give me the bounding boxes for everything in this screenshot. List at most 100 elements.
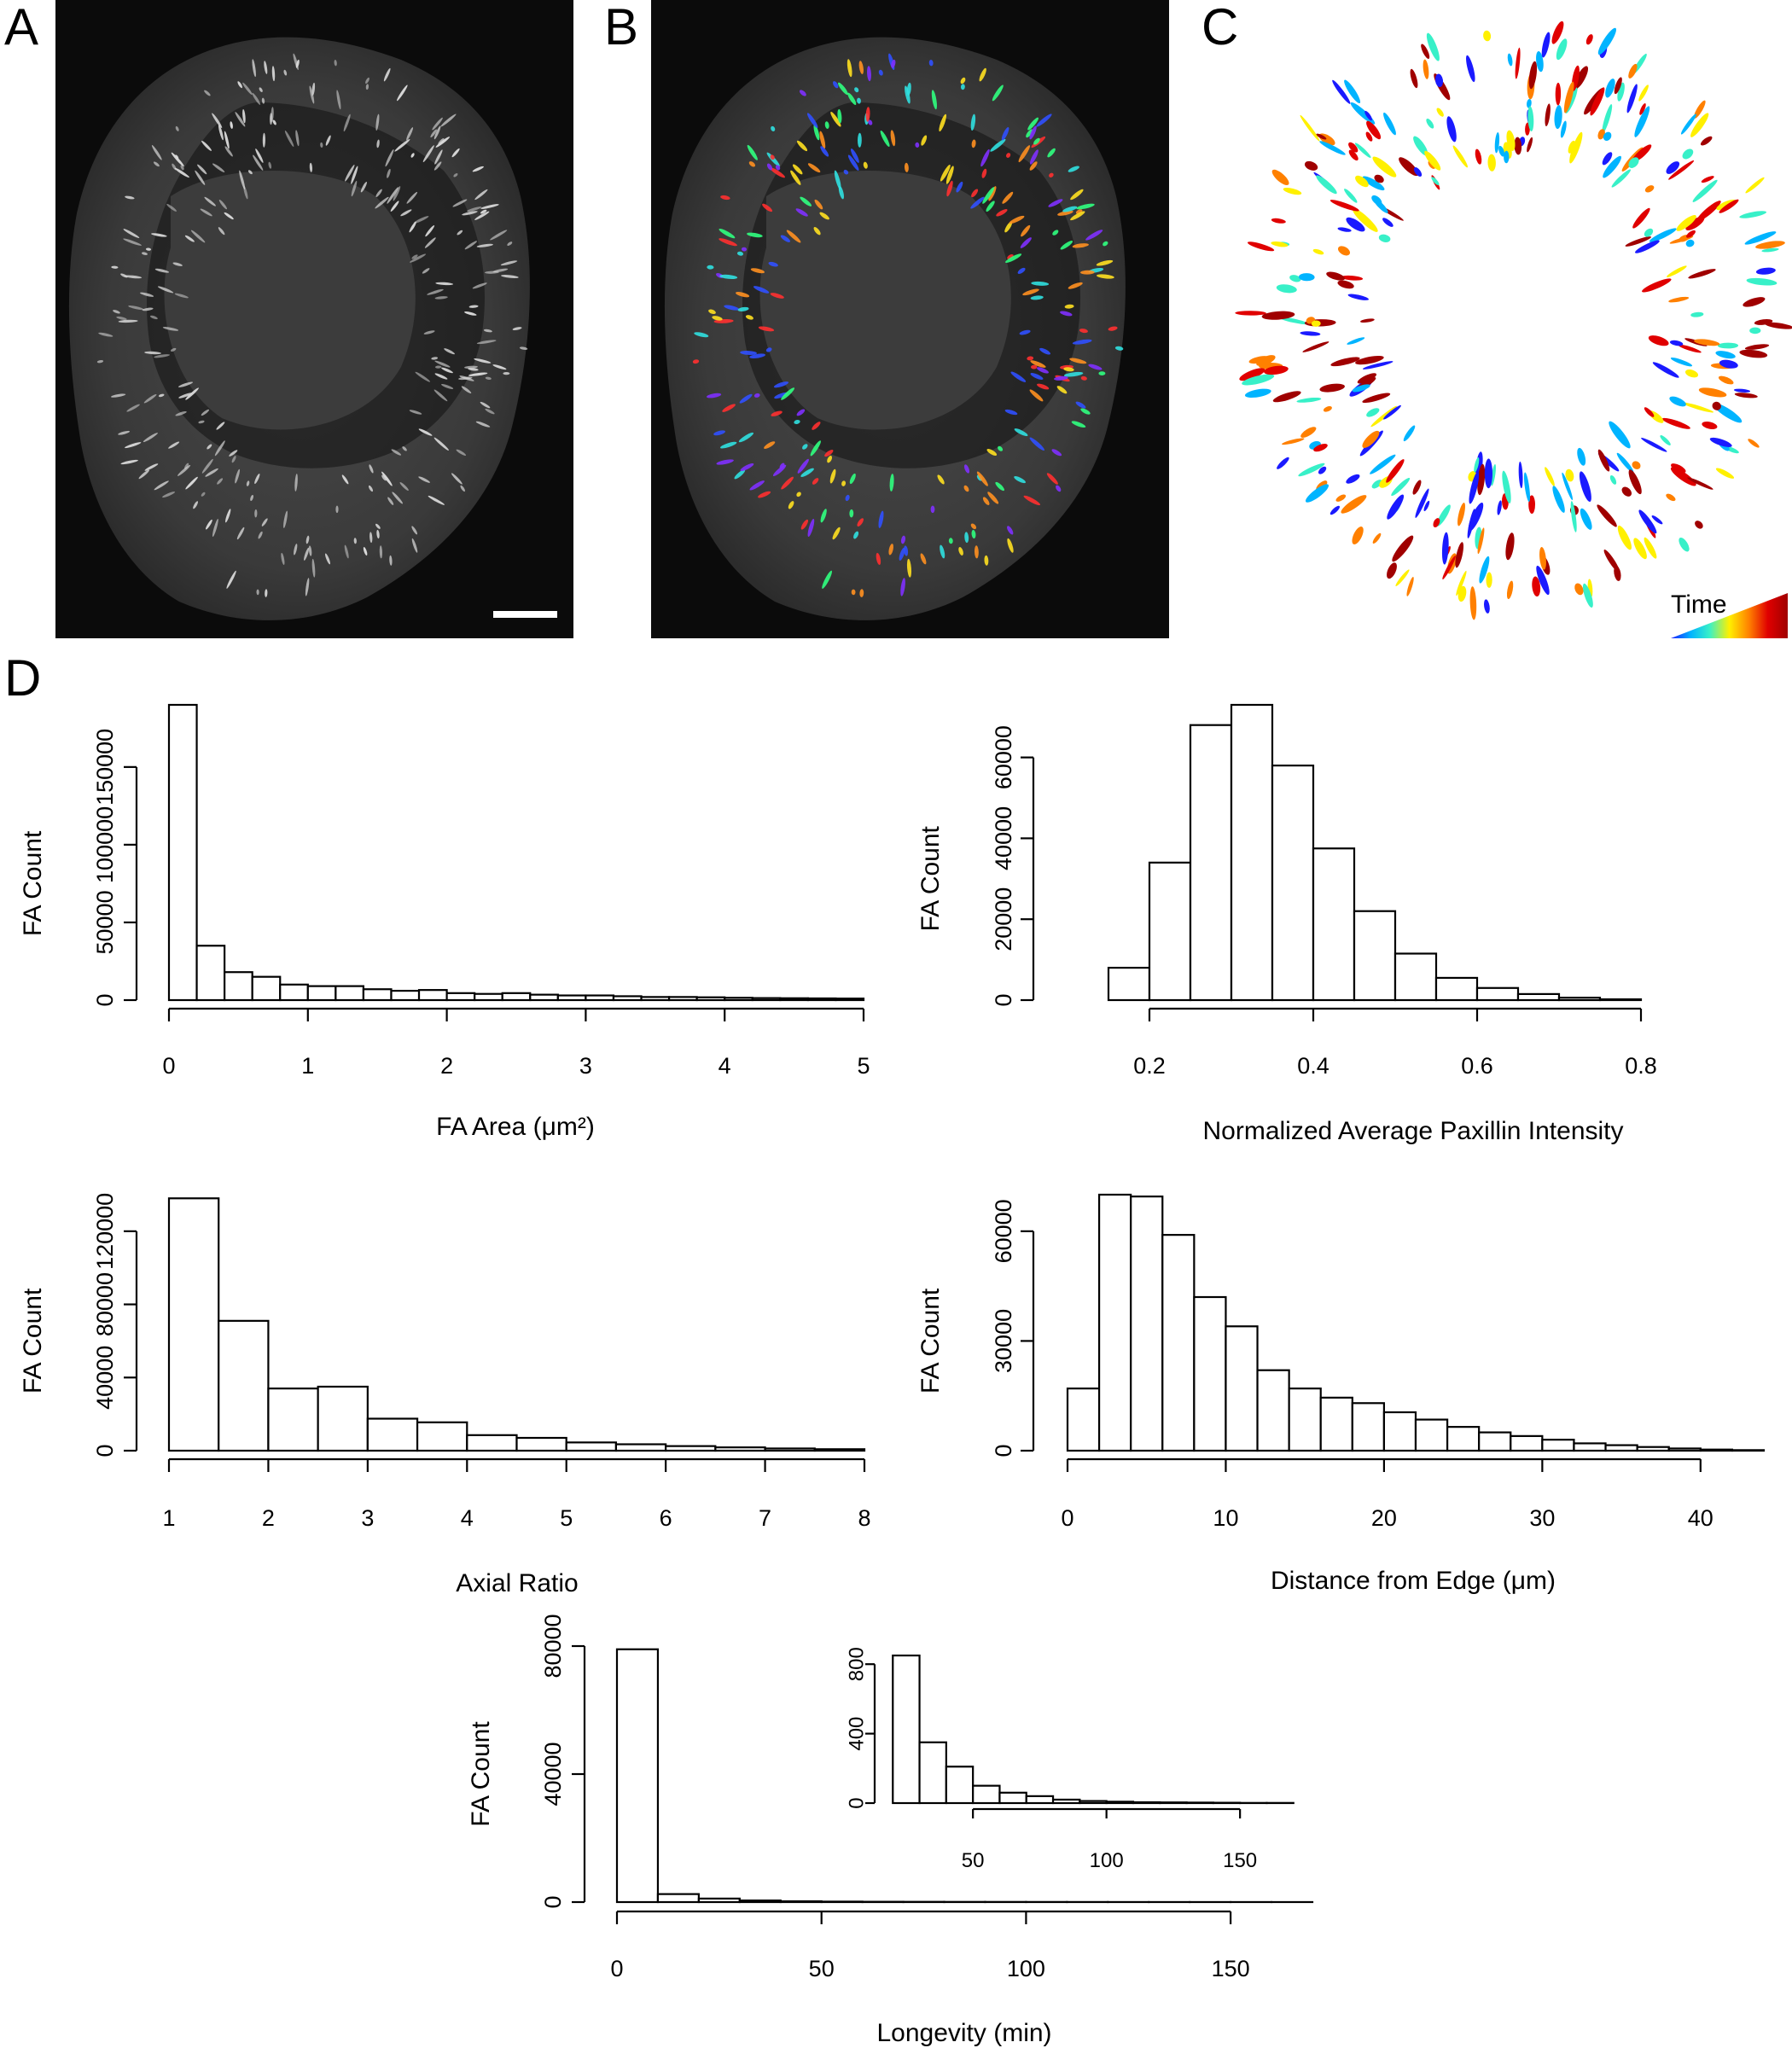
adhesion-track: [1745, 177, 1765, 194]
histogram-bar: [1225, 1325, 1259, 1452]
segmented-adhesion: [1054, 375, 1068, 381]
adhesion-track: [1556, 38, 1568, 61]
focal-adhesion: [201, 140, 212, 151]
histogram-bar: [1382, 1411, 1417, 1452]
segmented-adhesion: [1096, 259, 1114, 266]
focal-adhesion: [458, 376, 473, 381]
segmented-adhesion: [1030, 373, 1044, 380]
adhesion-track: [1687, 477, 1713, 490]
segmented-adhesion: [827, 456, 833, 463]
focal-adhesion: [185, 476, 198, 490]
segmented-adhesion: [859, 589, 864, 597]
segmented-adhesion: [971, 139, 976, 148]
x-tick-label: 8: [858, 1505, 870, 1531]
adhesion-tracks-c: [1235, 20, 1792, 620]
panel-b-micrograph: [651, 0, 1169, 638]
adhesion-track: [1436, 504, 1451, 527]
focal-adhesion: [485, 408, 495, 415]
histogram-bar: [779, 1900, 823, 1904]
histogram-bar: [251, 975, 282, 1002]
adhesion-track: [1357, 373, 1377, 384]
segmented-adhesion: [1068, 166, 1079, 172]
focal-adhesion: [409, 410, 422, 415]
focal-adhesion: [235, 468, 240, 484]
adhesion-track: [1423, 59, 1429, 79]
histogram-bar: [1573, 1442, 1607, 1452]
focal-adhesion: [480, 401, 491, 409]
segmented-adhesion: [990, 138, 1006, 152]
focal-adhesion: [224, 131, 230, 149]
segmented-adhesion: [1069, 358, 1087, 364]
segmented-adhesion: [1021, 224, 1031, 237]
adhesion-track: [1565, 468, 1574, 482]
focal-adhesion: [341, 474, 349, 485]
focal-adhesion: [246, 480, 250, 486]
panel-b-label: B: [604, 0, 638, 55]
adhesion-track: [1387, 562, 1397, 579]
focal-adhesion: [218, 199, 228, 210]
segmented-adhesion: [1018, 145, 1031, 163]
x-tick-label: 50: [809, 1956, 835, 1981]
histogram-bar: [697, 1897, 741, 1904]
histogram-bar: [1230, 703, 1274, 1002]
x-tick-label: 40: [1688, 1505, 1713, 1531]
y-tick-label: 80000: [92, 1272, 118, 1336]
adhesion-track: [1423, 500, 1430, 512]
segmented-adhesion: [1007, 526, 1014, 535]
focal-adhesion: [308, 545, 312, 556]
adhesion-track: [1514, 137, 1522, 155]
adhesion-track: [1609, 421, 1631, 449]
adhesion-track: [1562, 472, 1574, 501]
adhesion-track: [1235, 311, 1266, 316]
segmented-adhesion: [974, 545, 979, 559]
adhesion-track: [1319, 383, 1345, 393]
focal-adhesion: [387, 168, 391, 178]
adhesion-track: [1602, 152, 1613, 166]
adhesion-track: [1568, 140, 1575, 154]
segmented-adhesion: [1004, 409, 1018, 416]
focal-adhesion: [281, 552, 285, 565]
focal-adhesion: [435, 137, 451, 148]
focal-adhesion: [345, 165, 355, 182]
adhesion-track: [1412, 480, 1422, 495]
adhesion-track: [1491, 463, 1496, 486]
adhesion-track: [1605, 79, 1615, 98]
focal-adhesion: [126, 404, 140, 412]
adhesion-track: [1486, 572, 1492, 588]
adhesion-track: [1660, 435, 1671, 445]
focal-adhesion: [272, 119, 276, 125]
histogram-bar: [918, 1741, 947, 1805]
adhesion-track: [1247, 241, 1275, 252]
segmented-adhesion: [904, 162, 909, 172]
y-axis-label: FA Count: [467, 1721, 495, 1827]
adhesion-track: [1335, 494, 1347, 502]
adhesion-track: [1541, 32, 1551, 58]
y-tick-label: 0: [845, 1797, 868, 1808]
histogram-bar: [556, 994, 587, 1002]
adhesion-track: [1761, 247, 1779, 253]
adhesion-track: [1545, 467, 1555, 486]
focal-adhesion: [120, 459, 138, 465]
segmented-adhesion: [948, 538, 953, 544]
adhesion-track: [1634, 106, 1650, 137]
adhesion-track: [1370, 454, 1396, 474]
focal-adhesion: [383, 67, 391, 82]
adhesion-track: [1392, 535, 1414, 562]
x-axis-label: Normalized Average Paxillin Intensity: [1202, 1117, 1623, 1145]
adhesion-track: [1698, 387, 1727, 398]
segmented-adhesion: [802, 444, 808, 450]
adhesion-track: [1744, 344, 1770, 350]
focal-adhesion: [467, 207, 482, 212]
segmented-adhesion: [736, 251, 744, 256]
focal-adhesion: [387, 187, 399, 204]
adhesion-track: [1688, 269, 1716, 279]
segmented-adhesion: [1029, 149, 1039, 165]
segmented-adhesion: [906, 82, 911, 96]
segmented-adhesion: [1027, 117, 1039, 131]
focal-adhesion: [225, 509, 231, 523]
focal-adhesion: [485, 376, 492, 381]
focal-adhesion: [250, 494, 254, 502]
segmented-adhesion: [1064, 304, 1074, 309]
segmented-adhesion: [838, 82, 848, 96]
segmented-adhesion: [749, 480, 765, 491]
